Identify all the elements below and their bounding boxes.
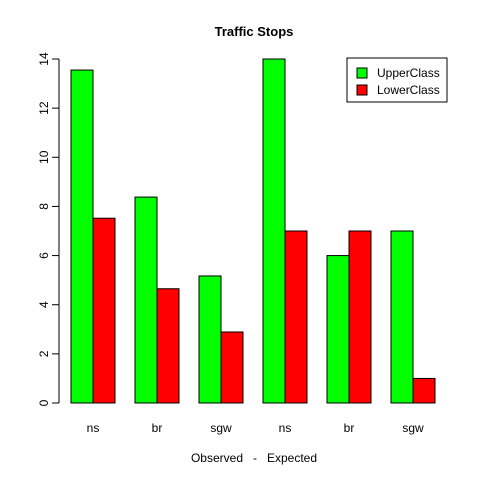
y-tick-label: 6	[37, 252, 51, 259]
bar-upperclass-sgw	[198, 275, 222, 404]
bar-lowerclass-sgw	[220, 331, 244, 404]
bar-upperclass-ns	[70, 69, 94, 404]
bar-lowerclass-sgw	[412, 377, 436, 404]
y-axis: 0 2 4 6 8 10 12 14	[37, 52, 60, 406]
bars	[70, 58, 436, 404]
chart-title: Traffic Stops	[215, 24, 294, 39]
bar-lowerclass-br	[348, 230, 372, 404]
legend: UpperClass LowerClass	[346, 57, 448, 103]
x-tick-label: br	[152, 421, 163, 435]
y-tick-label: 12	[37, 101, 51, 115]
x-tick-label: ns	[279, 421, 292, 435]
legend-swatch-lowerclass	[356, 84, 368, 96]
x-tick-label: sgw	[402, 421, 424, 435]
x-tick-label: ns	[87, 421, 100, 435]
bar-lowerclass-ns	[284, 230, 308, 404]
bar-upperclass-ns	[262, 58, 286, 404]
bar-upperclass-br	[134, 196, 158, 404]
y-tick-label: 0	[37, 399, 51, 406]
bar-upperclass-br	[326, 255, 350, 404]
x-tick-labels: ns br sgw ns br sgw	[87, 421, 424, 435]
x-tick-label: sgw	[210, 421, 232, 435]
bar-upperclass-sgw	[390, 230, 414, 404]
y-tick-label: 8	[37, 203, 51, 210]
legend-label: UpperClass	[377, 66, 440, 80]
bar-lowerclass-ns	[92, 217, 116, 404]
legend-label: LowerClass	[377, 83, 440, 97]
y-tick-label: 10	[37, 150, 51, 164]
x-tick-label: br	[344, 421, 355, 435]
y-tick-label: 4	[37, 301, 51, 308]
y-tick-label: 14	[37, 52, 51, 66]
bar-lowerclass-br	[156, 288, 180, 404]
x-axis-label: Observed - Expected	[191, 451, 317, 465]
y-tick-label: 2	[37, 350, 51, 357]
legend-swatch-upperclass	[356, 67, 368, 79]
